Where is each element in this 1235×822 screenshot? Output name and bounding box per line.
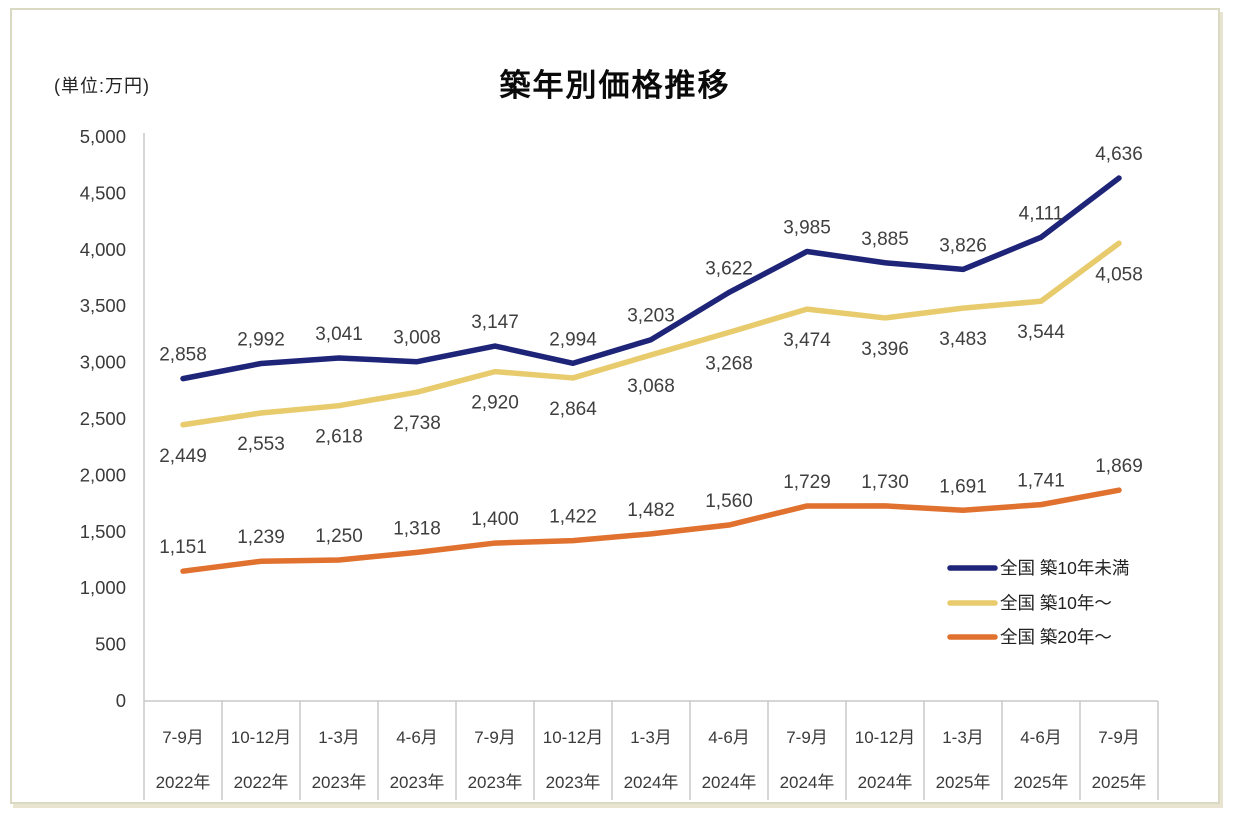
data-label: 1,400 [471,509,519,530]
data-label: 4,636 [1095,144,1143,165]
x-axis-year-label: 2024年 [780,773,835,792]
data-label: 3,885 [861,229,909,250]
x-axis-year-label: 2022年 [234,773,289,792]
x-axis-quarter-label: 1-3月 [630,728,672,747]
legend-label: 全国 築10年未満 [1000,558,1129,578]
data-label: 4,111 [1019,203,1064,224]
data-label: 1,239 [237,527,285,548]
legend-label: 全国 築10年〜 [1000,593,1112,613]
data-label: 1,560 [705,491,753,512]
data-label: 3,544 [1017,322,1065,343]
x-axis-quarter-label: 1-3月 [942,728,984,747]
data-label: 2,858 [159,345,207,366]
x-axis-year-label: 2024年 [624,773,679,792]
data-label: 3,268 [705,353,753,374]
data-label: 1,869 [1095,456,1143,477]
x-axis-quarter-label: 7-9月 [474,728,516,747]
data-label: 3,985 [783,217,831,238]
data-label: 1,691 [939,476,987,497]
x-axis-year-label: 2025年 [1092,773,1147,792]
data-label: 3,068 [627,376,675,397]
x-axis-quarter-label: 10-12月 [543,728,603,747]
series-line [180,175,1122,382]
y-axis-tick-label: 4,500 [80,182,126,203]
y-axis-tick-label: 0 [116,690,126,711]
data-label: 4,058 [1095,264,1143,285]
x-axis-year-label: 2023年 [468,773,523,792]
data-label: 2,864 [549,399,597,420]
x-axis-quarter-label: 1-3月 [318,728,360,747]
y-axis-tick-label: 1,000 [80,577,126,598]
y-axis-tick-label: 2,500 [80,408,126,429]
y-axis-tick-label: 3,500 [80,295,126,316]
data-label: 2,994 [549,329,597,350]
unit-label: (単位:万円) [54,76,150,96]
data-label: 3,147 [471,312,519,333]
data-label: 3,041 [315,324,363,345]
y-axis-tick-label: 4,000 [80,239,126,260]
series-line [180,240,1122,428]
data-label: 2,920 [471,393,519,414]
data-label: 2,553 [237,434,285,455]
x-axis-year-label: 2023年 [546,773,601,792]
x-axis-quarter-label: 4-6月 [708,728,750,747]
y-axis-tick-label: 5,000 [80,126,126,147]
y-axis-tick-label: 2,000 [80,464,126,485]
data-label: 3,396 [861,339,909,360]
chart-panel: (単位:万円) 築年別価格推移 [10,8,1220,804]
data-label: 3,203 [627,306,675,327]
data-label: 3,622 [705,258,753,279]
x-axis-quarter-label: 7-9月 [162,728,204,747]
x-axis-year-label: 2023年 [312,773,367,792]
data-label: 1,151 [159,537,207,558]
data-label: 3,483 [939,329,987,350]
chart-title: 築年別価格推移 [499,68,731,103]
data-label: 1,729 [783,472,831,493]
x-axis-quarter-label: 4-6月 [1020,728,1062,747]
y-axis-tick-label: 3,000 [80,352,126,373]
data-label: 1,741 [1017,471,1065,492]
data-label: 2,992 [237,330,285,351]
data-label: 2,738 [393,413,441,434]
data-label: 2,449 [159,446,207,467]
data-label: 1,250 [315,526,363,547]
data-label: 3,008 [393,328,441,349]
x-axis-year-label: 2022年 [156,773,211,792]
x-axis-year-label: 2024年 [858,773,913,792]
x-axis-year-label: 2024年 [702,773,757,792]
series-line [180,487,1122,574]
x-axis-quarter-label: 7-9月 [786,728,828,747]
x-axis-year-label: 2023年 [390,773,445,792]
x-axis-year-label: 2025年 [1014,773,1069,792]
data-label: 1,482 [627,500,675,521]
y-axis-tick-label: 1,500 [80,521,126,542]
y-axis-tick-label: 500 [95,634,126,655]
x-axis-quarter-label: 10-12月 [855,728,915,747]
data-label: 1,730 [861,472,909,493]
x-axis-year-label: 2025年 [936,773,991,792]
data-label: 1,422 [549,507,597,528]
data-label: 3,474 [783,330,831,351]
x-axis-quarter-label: 10-12月 [231,728,291,747]
data-label: 1,318 [393,518,441,539]
legend-label: 全国 築20年〜 [1000,627,1112,647]
x-axis-quarter-label: 7-9月 [1098,728,1140,747]
data-label: 3,826 [939,235,987,256]
x-axis-quarter-label: 4-6月 [396,728,438,747]
data-label: 2,618 [315,427,363,448]
